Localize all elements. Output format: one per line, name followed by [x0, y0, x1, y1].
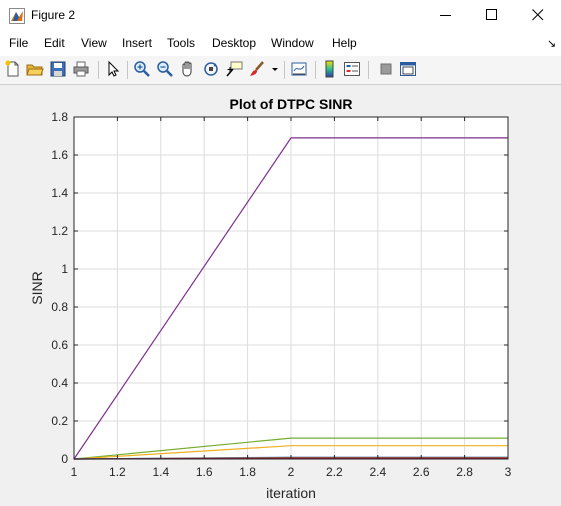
y-tick-label: 1.4 [51, 186, 68, 200]
menu-edit[interactable]: Edit [44, 36, 65, 50]
open-file-icon [26, 64, 44, 76]
maximize-button[interactable] [469, 0, 515, 31]
print-icon [73, 61, 89, 77]
rotate-3d-icon [204, 62, 218, 76]
save-button[interactable] [49, 60, 67, 78]
toolbar-separator [284, 61, 285, 79]
legend-button[interactable] [343, 60, 361, 78]
x-tick-label: 1.2 [109, 465, 126, 479]
x-tick-label: 2.6 [413, 465, 430, 479]
matlab-figure-icon [9, 8, 25, 24]
x-tick-label: 2.8 [456, 465, 473, 479]
series-line-3 [73, 445, 508, 460]
legend-icon [344, 62, 360, 76]
minimize-button[interactable] [423, 0, 469, 31]
y-tick-label: 1.6 [51, 148, 68, 162]
menu-desktop[interactable]: Desktop [212, 36, 257, 50]
menu-tools[interactable]: Tools [167, 36, 196, 50]
data-cursor-icon [226, 61, 243, 77]
menu-help[interactable]: Help [332, 36, 357, 50]
y-tick-label: 0.4 [51, 376, 68, 390]
y-tick-label: 1 [61, 262, 68, 276]
new-figure-button[interactable] [4, 60, 22, 78]
menu-window[interactable]: Window [271, 36, 314, 50]
x-axis-label: iteration [266, 485, 316, 501]
y-tick-label: 1.8 [51, 110, 68, 124]
zoom-out-icon [157, 61, 173, 77]
menu-file[interactable]: File [9, 36, 29, 50]
toolbar-separator [315, 61, 316, 79]
series-line-1 [73, 137, 508, 460]
link-plot-icon [291, 62, 307, 76]
x-tick-label: 1.4 [152, 465, 169, 479]
pointer-icon [108, 60, 120, 77]
title-bar: Figure 2 [0, 0, 561, 31]
open-file-button[interactable] [26, 60, 44, 78]
x-tick-labels: 1 1.2 1.4 1.6 1.8 2 2.2 2.4 2.6 2.8 3 [71, 465, 512, 479]
maximize-icon [486, 9, 497, 20]
menu-bar: File Edit View Insert Tools Desktop Wind… [0, 31, 561, 56]
x-tick-label: 3 [505, 465, 512, 479]
x-tick-label: 1.8 [239, 465, 256, 479]
menu-view[interactable]: View [81, 36, 107, 50]
minimize-icon [440, 15, 451, 16]
y-tick-label: 0.2 [51, 414, 68, 428]
y-tick-label: 1.2 [51, 224, 68, 238]
toolbar-separator [127, 61, 128, 79]
close-icon [532, 9, 544, 21]
hide-plot-tools-button[interactable] [377, 60, 395, 78]
brush-dropdown[interactable] [270, 60, 280, 78]
data-cursor-button[interactable] [225, 60, 243, 78]
plot-title: Plot of DTPC SINR [230, 96, 353, 112]
colorbar-button[interactable] [321, 60, 339, 78]
y-tick-label: 0.8 [51, 300, 68, 314]
x-tick-label: 2.2 [326, 465, 343, 479]
figure-toolbar [0, 56, 561, 85]
hide-plot-tools-icon [380, 63, 392, 75]
y-tick-label: 0.6 [51, 338, 68, 352]
link-plot-button[interactable] [290, 60, 308, 78]
zoom-in-button[interactable] [133, 60, 151, 78]
y-axis-label: SINR [29, 271, 45, 304]
y-tick-labels: 0 0.2 0.4 0.6 0.8 1 1.2 1.4 1.6 1.8 [51, 110, 68, 466]
y-tick-label: 0 [61, 452, 68, 466]
x-tick-label: 2 [288, 465, 295, 479]
zoom-in-icon [134, 61, 150, 77]
plot-canvas[interactable]: 1 1.2 1.4 1.6 1.8 2 2.2 2.4 2.6 2.8 3 0 0.2 0.4 0.6 0.… [0, 85, 561, 506]
zoom-out-button[interactable] [156, 60, 174, 78]
window-title: Figure 2 [31, 8, 76, 22]
new-figure-icon [5, 60, 19, 77]
colorbar-icon [325, 60, 334, 78]
chevron-down-icon [272, 68, 278, 71]
x-tick-label: 2.4 [369, 465, 386, 479]
x-tick-label: 1.6 [196, 465, 213, 479]
x-tick-label: 1 [71, 465, 78, 479]
brush-icon [250, 61, 264, 76]
toolbar-separator [368, 61, 369, 79]
show-plot-tools-icon [400, 62, 416, 76]
save-icon [50, 61, 66, 77]
ticks [73, 116, 509, 460]
pan-button[interactable] [179, 60, 197, 78]
brush-button[interactable] [248, 60, 266, 78]
toolbar-separator [98, 61, 99, 79]
series-line-2 [73, 437, 508, 460]
close-button[interactable] [515, 0, 561, 31]
rotate-3d-button[interactable] [202, 60, 220, 78]
pointer-button[interactable] [104, 60, 122, 78]
print-button[interactable] [72, 60, 90, 78]
dock-arrow-icon[interactable]: ↘ [547, 38, 557, 50]
pan-icon [182, 61, 192, 77]
menu-insert[interactable]: Insert [122, 36, 153, 50]
show-plot-tools-button[interactable] [399, 60, 417, 78]
